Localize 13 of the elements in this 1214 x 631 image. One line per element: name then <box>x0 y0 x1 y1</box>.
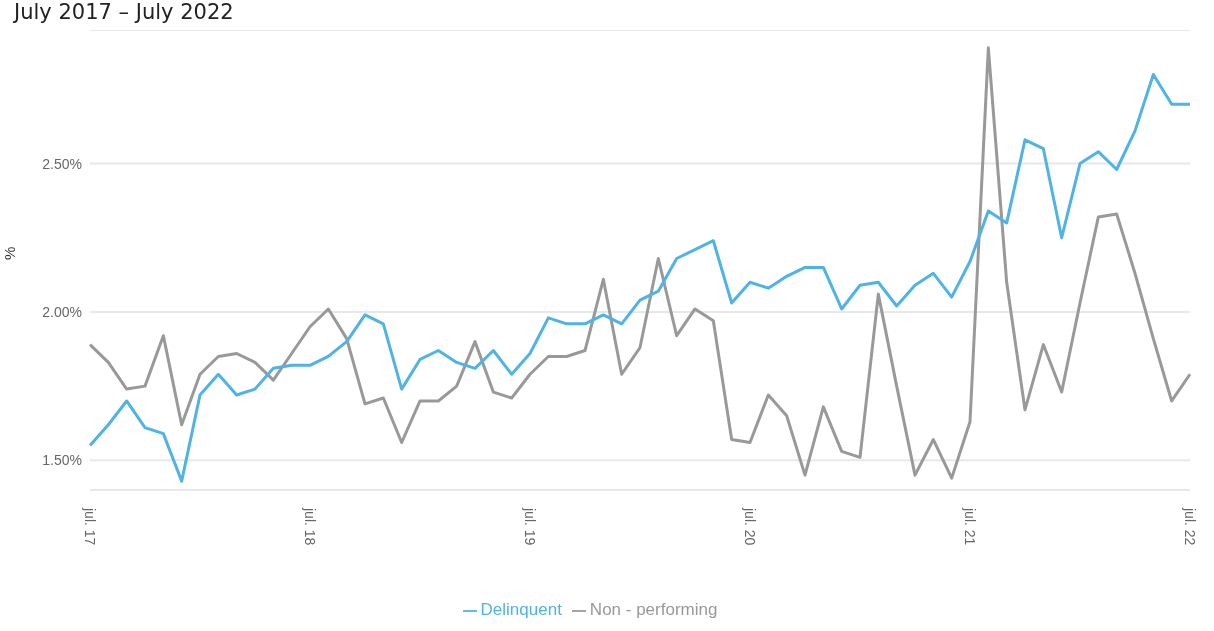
x-tick-label: jul. 22 <box>1182 507 1198 546</box>
y-axis-title: % <box>1 246 19 260</box>
x-tick-label: jul. 20 <box>742 507 758 546</box>
legend-label: Non - performing <box>589 600 718 619</box>
y-tick-label: 2.00% <box>42 303 82 320</box>
legend-label: Delinquent <box>480 600 562 619</box>
y-tick-label: 2.50% <box>42 155 82 172</box>
chart-title: July 2017 – July 2022 <box>14 0 234 24</box>
y-tick-label: 1.50% <box>42 452 82 469</box>
x-tick-label: jul. 19 <box>522 507 538 546</box>
x-tick-label: jul. 17 <box>82 507 98 546</box>
x-tick-label: jul. 21 <box>962 507 978 546</box>
x-tick-label: jul. 18 <box>302 507 318 546</box>
